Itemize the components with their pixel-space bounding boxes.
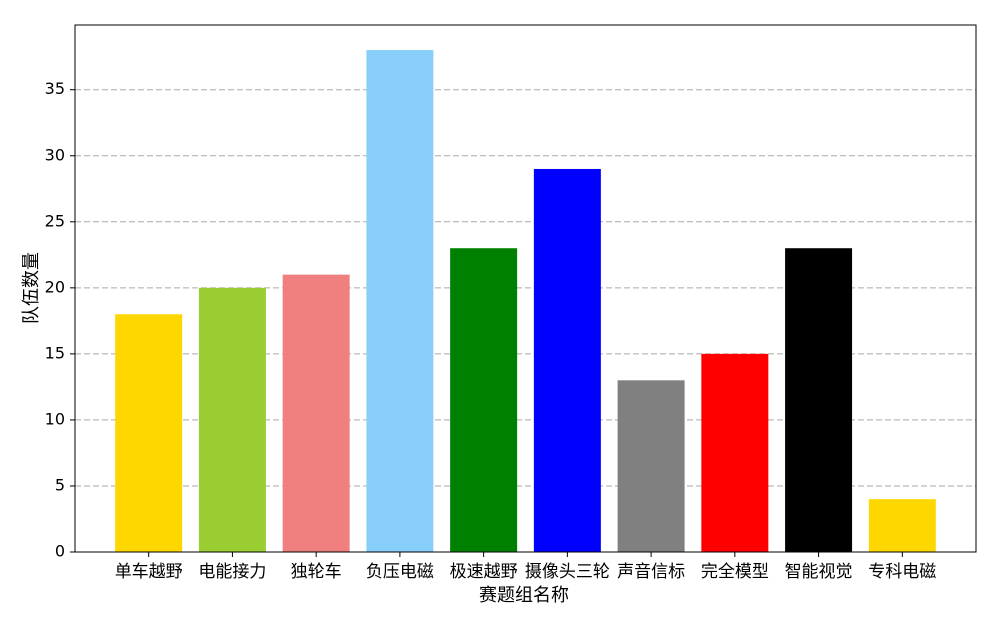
y-tick-label: 35 (45, 79, 65, 98)
bar (701, 353, 769, 552)
bar (366, 50, 434, 552)
bar (533, 168, 601, 553)
x-tick-label: 电能接力 (198, 562, 266, 582)
x-tick-label: 独轮车 (291, 562, 342, 582)
x-tick-label: 完全模型 (701, 562, 769, 582)
x-tick-label: 极速越野 (450, 562, 518, 582)
x-tick-label: 单车越野 (115, 562, 183, 582)
y-tick-label: 0 (55, 542, 65, 561)
bar (785, 248, 853, 552)
bar (115, 314, 183, 552)
bar (282, 274, 350, 552)
bar (450, 248, 518, 552)
bar (617, 380, 685, 552)
bar (198, 287, 266, 552)
y-tick-label: 20 (45, 277, 65, 296)
y-tick-label: 25 (45, 211, 65, 230)
y-tick-label: 30 (45, 145, 65, 164)
x-tick-label: 智能视觉 (785, 562, 853, 582)
plot-frame (74, 24, 977, 553)
y-tick-label: 15 (45, 343, 65, 362)
x-tick-label: 专科电磁 (868, 562, 936, 582)
x-tick-label: 摄像头三轮 (525, 562, 610, 582)
y-tick-label: 5 (55, 475, 65, 494)
x-tick-label: 声音信标 (617, 562, 685, 582)
bar (868, 499, 936, 552)
x-tick-label: 负压电磁 (366, 562, 434, 582)
y-tick-label: 10 (45, 409, 65, 428)
x-axis-label: 赛题组名称 (479, 585, 569, 606)
y-axis-label: 队伍数量 (21, 252, 42, 324)
